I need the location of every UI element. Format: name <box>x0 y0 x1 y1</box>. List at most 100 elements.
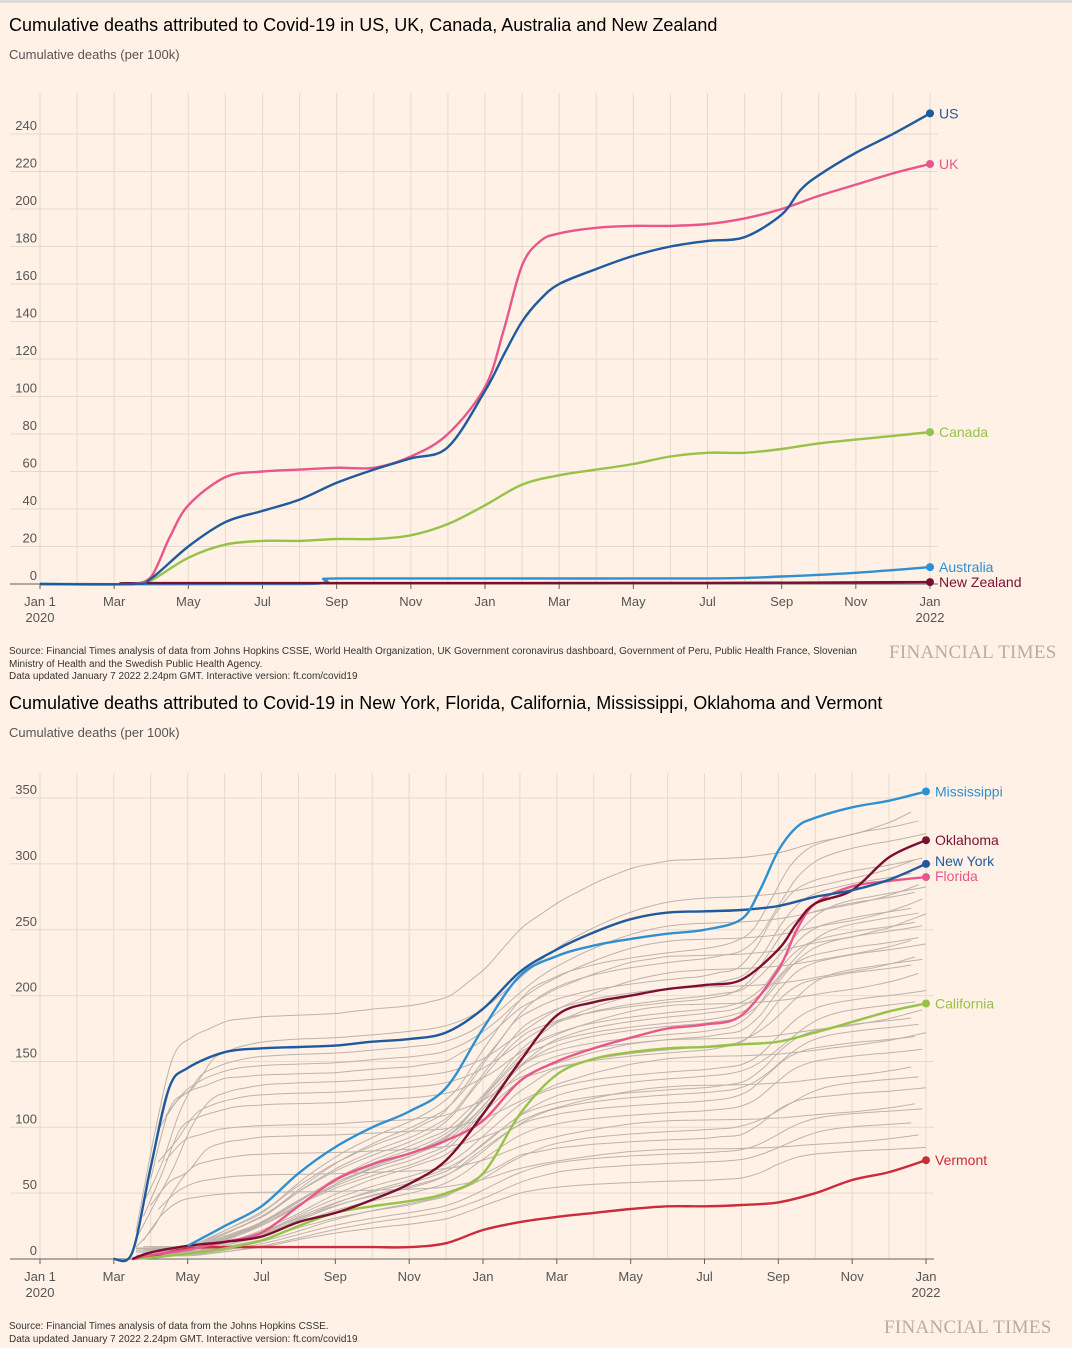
y-tick-label: 40 <box>23 493 37 508</box>
series-line-uk <box>132 162 931 586</box>
x-tick-label: May <box>175 1269 200 1284</box>
chart2-updated-text: Data updated January 7 2022 2.24pm GMT. … <box>9 1333 358 1345</box>
other-state-line <box>135 939 912 1240</box>
x-tick-year: 2022 <box>916 610 945 625</box>
x-tick-label: Nov <box>841 1269 865 1284</box>
series-label: New Zealand <box>939 574 1022 590</box>
series-label: Canada <box>939 424 988 440</box>
y-tick-label: 250 <box>15 914 37 929</box>
series-end-dot <box>922 836 930 845</box>
chart2-source: Source: Financial Times analysis of data… <box>9 1321 879 1346</box>
series-label: Vermont <box>935 1152 987 1168</box>
series-end-dot <box>926 563 934 572</box>
other-state-line <box>142 884 919 1204</box>
x-tick-label: May <box>618 1269 643 1284</box>
other-state-line <box>136 872 912 1249</box>
chart1-title: Cumulative deaths attributed to Covid-19… <box>9 15 718 35</box>
y-tick-label: 0 <box>30 568 37 583</box>
other-state-line <box>158 891 915 1250</box>
series-label: Florida <box>935 868 978 884</box>
x-tick-label: Sep <box>767 1269 790 1284</box>
other-state-line <box>157 1103 915 1210</box>
other-state-line <box>150 833 927 1248</box>
series-label: US <box>939 105 958 121</box>
x-tick-label: May <box>621 594 646 609</box>
y-tick-label: 120 <box>15 343 37 358</box>
other-state-line <box>150 1146 927 1257</box>
x-tick-label: Jan <box>920 594 941 609</box>
y-tick-label: 200 <box>15 193 37 208</box>
series-line-florida <box>132 875 927 1261</box>
chart1-updated-text: Data updated January 7 2022 2.24pm GMT. … <box>9 671 358 682</box>
x-tick-label: May <box>176 594 201 609</box>
x-tick-label: Mar <box>548 594 571 609</box>
x-tick-label: Nov <box>844 594 868 609</box>
series-end-dot <box>922 1156 930 1165</box>
other-state-line <box>165 958 923 1252</box>
y-tick-label: 60 <box>23 456 37 471</box>
series-end-dot <box>926 109 934 118</box>
other-state-line <box>150 943 927 1251</box>
x-tick-label: Mar <box>546 1269 569 1284</box>
x-tick-label: Sep <box>324 1269 347 1284</box>
x-tick-label: Jul <box>253 1269 270 1284</box>
x-tick-label: Sep <box>770 594 793 609</box>
other-state-line <box>143 820 919 1248</box>
x-tick-label: Sep <box>325 594 348 609</box>
other-state-line <box>135 811 912 1232</box>
x-tick-label: Jan <box>473 1269 494 1284</box>
other-state-line <box>143 1076 919 1255</box>
other-state-line <box>165 857 923 1249</box>
series-line-new-york <box>113 862 927 1263</box>
series-line-oklahoma <box>131 839 927 1261</box>
chart1-subtitle: Cumulative deaths (per 100k) <box>9 47 180 62</box>
ft-logo: FINANCIAL TIMES <box>889 642 1057 663</box>
other-state-line <box>157 956 916 1163</box>
x-tick-label: Jan <box>475 594 496 609</box>
other-state-line <box>143 937 919 1251</box>
series-label: Mississippi <box>935 783 1003 799</box>
series-end-dot <box>922 787 930 796</box>
series-line-california <box>132 1002 927 1261</box>
chart1-source: Source: Financial Times analysis of data… <box>9 646 879 684</box>
series-line-mississippi <box>187 790 927 1247</box>
other-state-line <box>135 1066 912 1248</box>
other-state-line <box>158 921 915 1251</box>
x-tick-label: Jan 1 <box>24 594 56 609</box>
other-state-line <box>165 1108 923 1256</box>
y-tick-label: 160 <box>15 268 37 283</box>
y-tick-label: 180 <box>15 231 37 246</box>
series-end-dot <box>922 859 930 868</box>
x-tick-label: Jan 1 <box>24 1269 56 1284</box>
y-tick-label: 200 <box>15 980 37 995</box>
y-tick-label: 140 <box>15 306 37 321</box>
series-label: California <box>935 996 994 1012</box>
series-line-us <box>39 112 931 586</box>
other-state-line <box>135 1122 912 1256</box>
series-label: New York <box>935 853 995 869</box>
other-state-line <box>150 1032 927 1206</box>
series-line-canada <box>132 430 931 586</box>
x-tick-label: Nov <box>398 1269 422 1284</box>
x-tick-label: Mar <box>103 1269 126 1284</box>
other-state-line <box>150 990 927 1253</box>
series-label: UK <box>939 156 959 172</box>
x-tick-year: 2022 <box>912 1285 941 1300</box>
series-label: Australia <box>939 559 994 575</box>
y-tick-label: 0 <box>30 1243 37 1258</box>
chart2-source-text: Source: Financial Times analysis of data… <box>9 1321 329 1332</box>
x-tick-label: Jan <box>916 1269 937 1284</box>
y-tick-label: 220 <box>15 156 37 171</box>
series-line-vermont <box>132 1159 927 1261</box>
y-tick-label: 50 <box>23 1177 37 1192</box>
y-tick-label: 20 <box>23 531 37 546</box>
other-state-line <box>143 1023 919 1253</box>
x-tick-year: 2020 <box>26 1285 55 1300</box>
other-state-line <box>150 913 927 1179</box>
x-tick-label: Jul <box>696 1269 713 1284</box>
x-tick-label: Mar <box>103 594 126 609</box>
x-tick-label: Jul <box>254 594 271 609</box>
